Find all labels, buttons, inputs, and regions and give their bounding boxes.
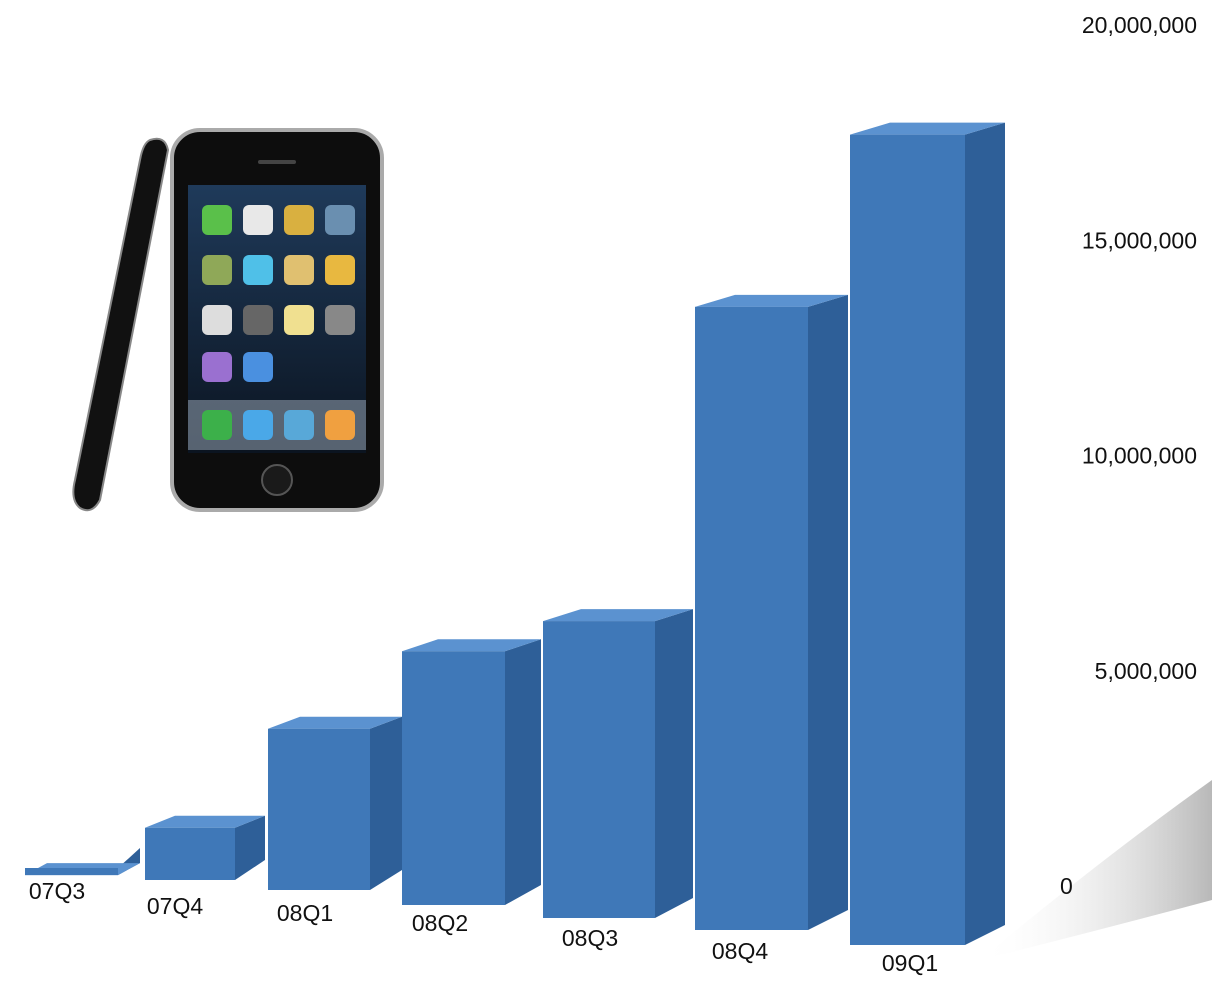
y-tick-label: 0 [1060, 873, 1073, 899]
bar-side [808, 294, 848, 930]
bar-side [370, 716, 402, 890]
bar [25, 868, 118, 876]
bar [268, 728, 370, 890]
x-tick-label: 08Q1 [277, 900, 333, 926]
y-tick-label: 5,000,000 [1095, 658, 1197, 684]
bar-side [505, 639, 541, 905]
x-tick-label: 09Q1 [882, 950, 938, 976]
y-tick-label: 20,000,000 [1082, 12, 1197, 38]
bar-side [655, 609, 693, 918]
x-tick-label: 07Q3 [29, 878, 85, 904]
bar-top [695, 294, 848, 307]
bar [145, 827, 235, 880]
bar-top [543, 609, 693, 622]
y-tick-label: 15,000,000 [1082, 227, 1197, 253]
x-tick-label: 08Q4 [712, 938, 768, 964]
bar-top [850, 122, 1005, 135]
bar-side [965, 122, 1005, 945]
bar [402, 651, 505, 905]
y-tick-label: 10,000,000 [1082, 443, 1197, 469]
bar [543, 621, 655, 918]
x-tick-label: 08Q2 [412, 910, 468, 936]
bar-top [145, 815, 265, 828]
bar-top [268, 716, 402, 729]
bar-top [402, 639, 541, 652]
x-tick-label: 07Q4 [147, 893, 203, 919]
floor-shadow [980, 780, 1212, 960]
phone-illustration [72, 128, 384, 512]
bar [850, 134, 965, 945]
x-tick-label: 08Q3 [562, 925, 618, 951]
bar-side [235, 815, 265, 880]
bar [695, 306, 808, 930]
